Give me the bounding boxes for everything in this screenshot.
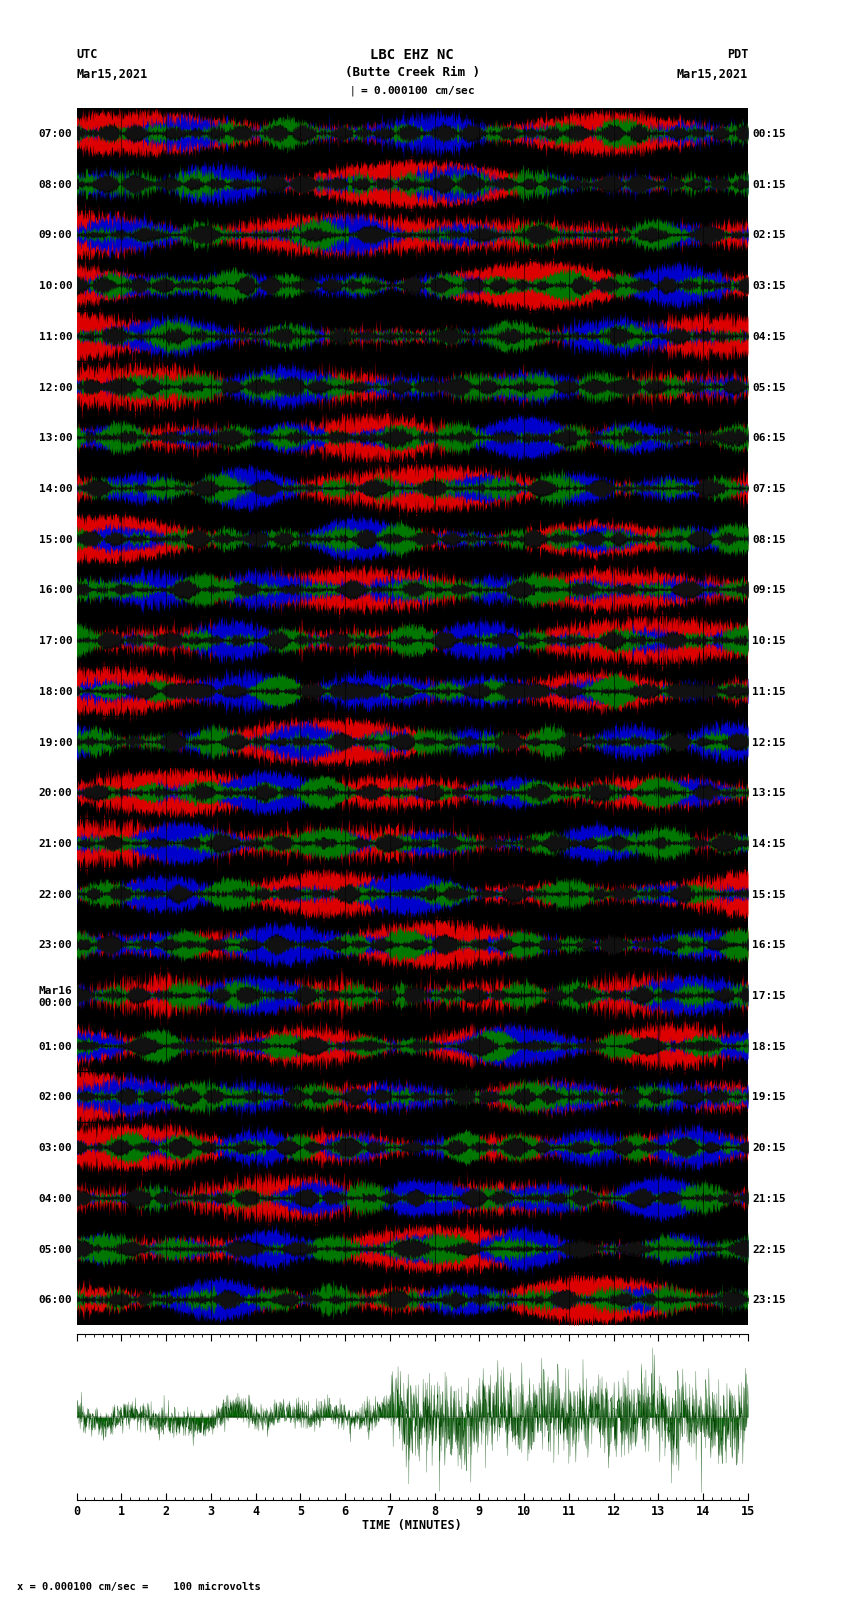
Text: Mar15,2021: Mar15,2021 (76, 68, 148, 81)
X-axis label: TIME (MINUTES): TIME (MINUTES) (362, 1519, 462, 1532)
Text: (Butte Creek Rim ): (Butte Creek Rim ) (345, 66, 479, 79)
Text: PDT: PDT (727, 48, 748, 61)
Text: Mar15,2021: Mar15,2021 (677, 68, 748, 81)
Text: LBC EHZ NC: LBC EHZ NC (371, 48, 454, 63)
Text: UTC: UTC (76, 48, 98, 61)
Text: $|$ = 0.000100 cm/sec: $|$ = 0.000100 cm/sec (349, 84, 475, 98)
Text: x = 0.000100 cm/sec =    100 microvolts: x = 0.000100 cm/sec = 100 microvolts (17, 1582, 261, 1592)
